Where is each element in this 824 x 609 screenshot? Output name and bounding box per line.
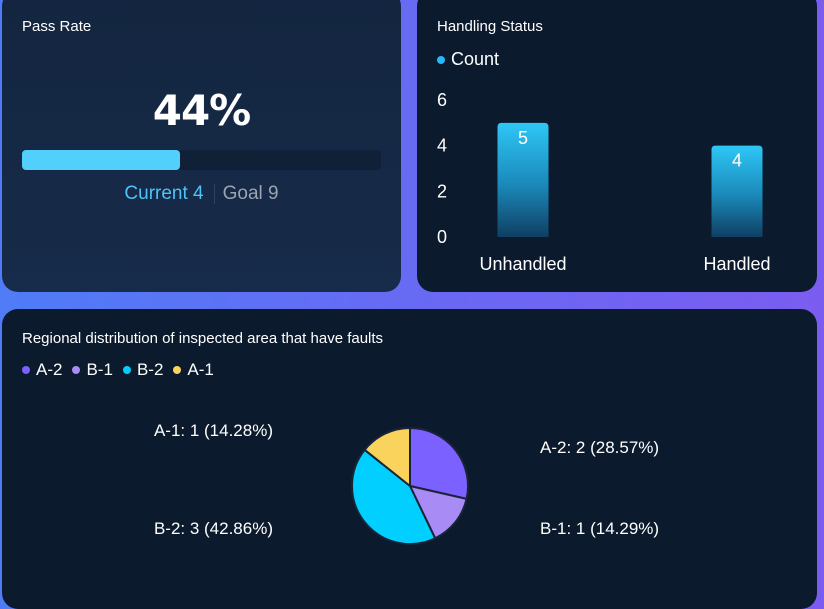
bar-unhandled[interactable]	[497, 122, 549, 237]
legend-item-b2[interactable]: B-2	[122, 360, 164, 380]
pie-slice-b-2[interactable]	[351, 448, 437, 546]
bar-handled[interactable]	[711, 145, 763, 237]
legend-dot-icon	[437, 55, 445, 64]
legend-dot-icon	[72, 366, 81, 374]
legend-item-a1[interactable]: A-1	[173, 360, 214, 380]
pass-rate-progress-fill	[22, 150, 180, 170]
legend-label: A-2	[36, 360, 63, 379]
pass-rate-percent: 44%	[152, 86, 252, 135]
pie-slice-label: B-2: 3 (42.86%)	[154, 519, 273, 538]
current-count: Current 4	[124, 183, 204, 204]
regional-legend: A-2 B-1 B-2 A-1	[22, 360, 214, 380]
legend-dot-icon	[22, 366, 30, 374]
legend-dot-icon	[173, 366, 182, 374]
pass-rate-title: Pass Rate	[22, 18, 92, 35]
pie-slice-a-1[interactable]	[363, 426, 411, 489]
pie-slice-label: A-1: 1 (14.28%)	[154, 421, 273, 440]
regional-pie-chart: A-2: 2 (28.57%) B-1: 1 (14.29%) B-2: 3 (42…	[154, 421, 659, 546]
handling-legend: Count	[437, 49, 499, 70]
pass-rate-card: Pass Rate 44% Current 4 Goal 9	[2, 0, 401, 292]
y-tick-label: 6	[437, 90, 447, 110]
legend-label: A-1	[187, 360, 214, 379]
y-tick-label: 0	[437, 227, 447, 247]
legend-label: Count	[451, 49, 500, 69]
pie-slice-label: B-1: 1 (14.29%)	[540, 519, 659, 538]
handling-status-title: Handling Status	[437, 18, 543, 35]
regional-title: Regional distribution of inspected area …	[22, 330, 384, 347]
bar-value-label: 5	[518, 128, 528, 148]
legend-item-count[interactable]: Count	[437, 49, 499, 70]
legend-item-a2[interactable]: A-2	[22, 360, 62, 380]
regional-distribution-card: Regional distribution of inspected area …	[2, 309, 817, 609]
footer-divider	[213, 183, 215, 204]
legend-label: B-2	[136, 360, 164, 379]
x-category-label: Handled	[703, 254, 770, 274]
legend-item-b1[interactable]: B-1	[72, 360, 113, 380]
pie-slice-label: A-2: 2 (28.57%)	[540, 438, 659, 457]
bar-value-label: 4	[732, 151, 742, 171]
pass-rate-footer: Current 4 Goal 9	[2, 183, 401, 205]
pass-rate-progress-track	[22, 150, 381, 170]
handling-status-card: Handling Status Count 0 2 4 6 5 Unhandled 4 Han…	[417, 0, 817, 292]
pie-slice-b-1[interactable]	[408, 484, 468, 540]
x-category-label: Unhandled	[479, 254, 566, 274]
y-tick-label: 4	[437, 136, 447, 156]
legend-dot-icon	[122, 366, 131, 374]
y-tick-label: 2	[437, 181, 447, 201]
goal-count: Goal 9	[222, 183, 279, 204]
handling-bar-chart: 0 2 4 6 5 Unhandled 4 Handled	[437, 90, 771, 274]
legend-label: B-1	[86, 360, 113, 379]
pie-slice-a-2[interactable]	[409, 426, 469, 501]
